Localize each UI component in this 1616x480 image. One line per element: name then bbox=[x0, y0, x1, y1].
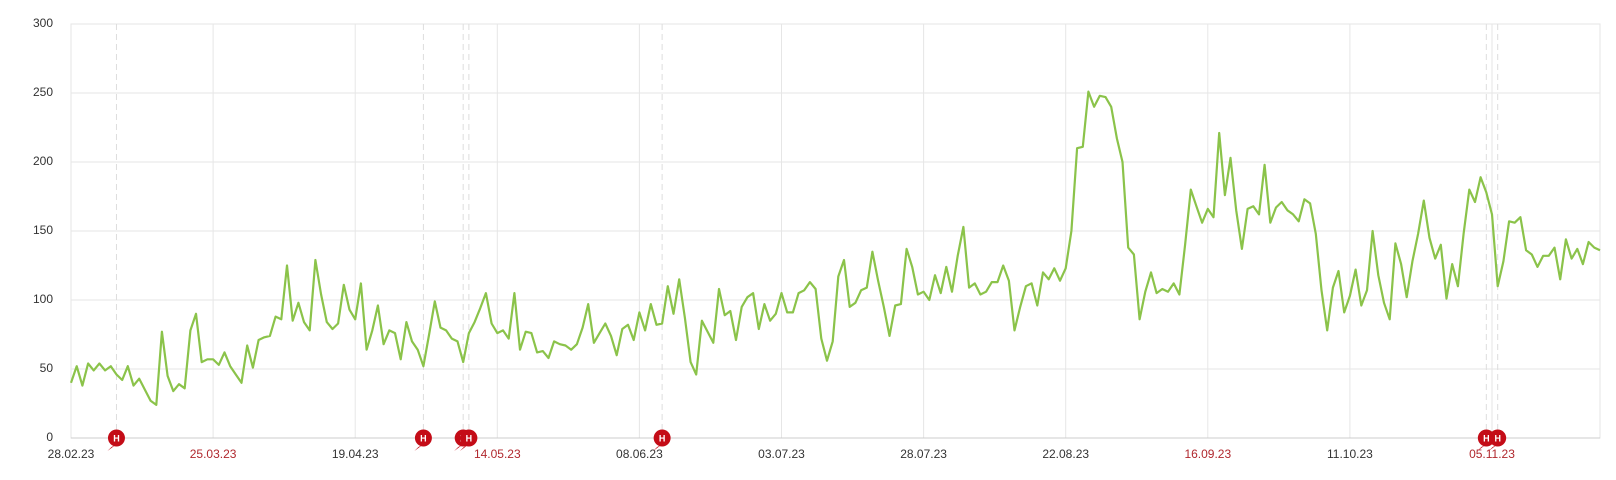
event-label: H bbox=[113, 433, 120, 443]
event-marker bbox=[653, 445, 662, 451]
x-tick-label: 14.05.23 bbox=[474, 447, 521, 461]
series-line bbox=[69, 90, 1601, 406]
y-tick-label: 150 bbox=[33, 223, 53, 237]
y-tick-label: 100 bbox=[33, 292, 53, 306]
y-tick-label: 300 bbox=[33, 16, 53, 30]
event-label: H bbox=[420, 433, 427, 443]
event-marker bbox=[1477, 445, 1486, 451]
y-tick-label: 0 bbox=[46, 430, 53, 444]
x-tick-label: 03.07.23 bbox=[758, 447, 805, 461]
event-marker bbox=[459, 445, 468, 451]
x-tick-label: 16.09.23 bbox=[1184, 447, 1231, 461]
event-label: H bbox=[466, 433, 473, 443]
x-tick-label: 22.08.23 bbox=[1042, 447, 1089, 461]
event-marker bbox=[1488, 445, 1497, 451]
event-marker bbox=[653, 429, 671, 447]
event-marker bbox=[460, 429, 478, 447]
y-tick-label: 250 bbox=[33, 85, 53, 99]
x-tick-label: 11.10.23 bbox=[1327, 447, 1373, 461]
event-marker bbox=[414, 445, 423, 451]
x-tick-label: 28.07.23 bbox=[900, 447, 947, 461]
x-tick-label: 19.04.23 bbox=[332, 447, 379, 461]
y-tick-label: 200 bbox=[33, 154, 53, 168]
event-marker bbox=[414, 429, 432, 447]
event-marker bbox=[454, 445, 463, 451]
event-label: H bbox=[1483, 433, 1490, 443]
event-label: H bbox=[659, 433, 666, 443]
x-tick-label: 05.11.23 bbox=[1469, 447, 1515, 461]
x-tick-label: 28.02.23 bbox=[48, 447, 95, 461]
event-marker bbox=[107, 445, 116, 451]
x-tick-label: 08.06.23 bbox=[616, 447, 663, 461]
event-marker bbox=[1489, 429, 1507, 447]
event-marker bbox=[107, 429, 125, 447]
event-label: H bbox=[1494, 433, 1501, 443]
y-tick-label: 50 bbox=[40, 361, 54, 375]
x-tick-label: 25.03.23 bbox=[190, 447, 237, 461]
